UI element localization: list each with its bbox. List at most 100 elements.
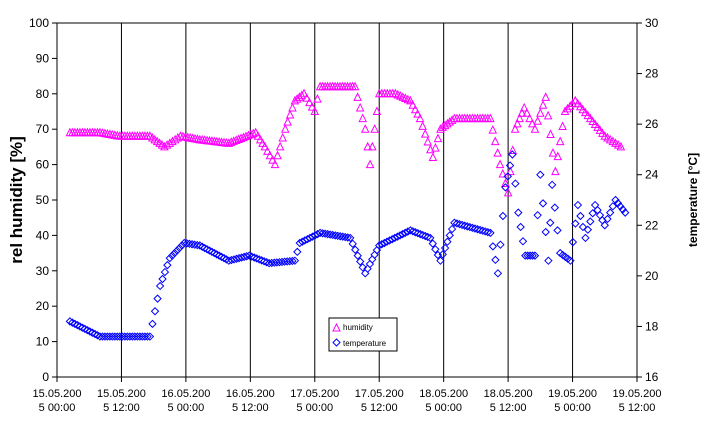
temperature-marker xyxy=(353,251,362,260)
humidity-marker xyxy=(553,151,563,161)
temperature-marker xyxy=(496,240,505,249)
humidity-marker xyxy=(428,152,438,162)
temperature-marker xyxy=(468,223,477,233)
humidity-marker xyxy=(285,109,295,119)
humidity-marker xyxy=(302,93,312,102)
temperature-marker xyxy=(247,252,256,261)
y-tick-label: 50 xyxy=(36,193,50,207)
legend-temperature-marker-icon xyxy=(332,338,341,347)
humidity-marker xyxy=(173,132,183,142)
temperature-marker xyxy=(463,222,472,231)
humidity-marker xyxy=(426,144,435,154)
temperature-marker xyxy=(330,231,340,240)
temperature-marker xyxy=(544,256,553,265)
temperature-marker xyxy=(518,237,528,246)
temperature-marker xyxy=(85,327,95,336)
y2-axis-title: temperature [°C] xyxy=(686,153,700,247)
x-tick-label: 5 12:00 xyxy=(232,402,269,414)
temperature-marker xyxy=(408,227,418,236)
temperature-marker xyxy=(358,263,367,272)
temperature-marker xyxy=(163,260,172,270)
temperature-marker xyxy=(576,211,585,221)
temperature-marker xyxy=(398,229,407,239)
x-tick-label: 17.05.200 xyxy=(355,388,404,400)
humidity-marker xyxy=(522,108,532,117)
humidity-marker xyxy=(270,159,280,169)
temperature-marker xyxy=(516,222,525,232)
temperature-marker xyxy=(182,239,192,248)
temperature-marker xyxy=(68,318,77,327)
temperature-marker xyxy=(210,248,219,258)
temperature-marker xyxy=(185,239,194,249)
temperature-marker xyxy=(488,242,498,251)
legend-humidity-marker-icon xyxy=(332,322,341,332)
humidity-marker xyxy=(517,108,527,117)
temperature-marker xyxy=(571,219,580,228)
temperature-marker xyxy=(153,294,162,303)
temperature-marker xyxy=(187,240,197,249)
humidity-marker xyxy=(275,141,285,151)
y-tick-label: 10 xyxy=(36,335,50,349)
x-tick-label: 5 12:00 xyxy=(103,402,140,414)
humidity-marker xyxy=(406,95,415,105)
temperature-marker xyxy=(390,233,400,243)
temperature-marker xyxy=(250,253,259,262)
x-tick-label: 19.05.200 xyxy=(548,388,597,400)
temperature-marker xyxy=(473,225,482,234)
temperature-marker xyxy=(288,256,297,266)
temperature-marker xyxy=(160,267,170,277)
temperature-marker xyxy=(620,208,630,217)
temperature-marker xyxy=(165,253,174,263)
temperature-marker xyxy=(356,257,365,266)
temperature-marker xyxy=(578,222,588,232)
y2-tick-label: 16 xyxy=(645,370,659,384)
humidity-marker xyxy=(283,117,292,126)
temperature-marker xyxy=(423,232,432,242)
temperature-marker xyxy=(616,202,625,211)
temperature-marker xyxy=(252,254,261,263)
temperature-marker xyxy=(333,231,342,241)
x-tick-label: 16.05.200 xyxy=(226,388,275,400)
humidity-marker xyxy=(268,155,277,164)
humidity-marker xyxy=(263,146,272,155)
temperature-marker xyxy=(222,255,231,264)
legend-temperature: temperature xyxy=(343,339,387,348)
humidity-marker xyxy=(490,136,500,146)
x-tick-label: 5 12:00 xyxy=(619,402,656,414)
humidity-marker xyxy=(495,159,505,169)
x-tick-label: 17.05.200 xyxy=(290,388,339,400)
y-tick-label: 30 xyxy=(36,264,50,278)
temperature-marker xyxy=(447,224,457,234)
humidity-marker xyxy=(297,90,307,100)
temperature-marker xyxy=(600,221,609,230)
temperature-marker xyxy=(382,237,392,246)
humidity-marker xyxy=(555,136,565,146)
temperature-marker xyxy=(465,222,475,232)
temperature-marker xyxy=(605,208,615,217)
legend-humidity: humidity xyxy=(343,323,373,332)
temperature-marker xyxy=(207,247,217,257)
humidity-marker xyxy=(431,142,440,152)
humidity-marker xyxy=(541,92,551,101)
humidity-marker xyxy=(548,147,558,157)
temperature-marker xyxy=(452,219,462,228)
humidity-marker xyxy=(288,102,297,112)
humidity-marker xyxy=(358,113,368,123)
temperature-marker xyxy=(514,208,523,217)
temperature-marker xyxy=(443,237,452,246)
temperature-marker xyxy=(573,200,583,210)
temperature-marker xyxy=(315,228,325,238)
temperature-marker xyxy=(175,243,184,253)
temperature-marker xyxy=(553,226,562,235)
temperature-marker xyxy=(536,170,545,179)
temperature-marker xyxy=(613,198,623,208)
temperature-marker xyxy=(90,329,100,339)
humidity-marker xyxy=(546,129,555,139)
temperature-marker xyxy=(431,245,440,254)
humidity-marker xyxy=(498,168,508,178)
x-tick-label: 15.05.200 xyxy=(97,388,146,400)
temperature-marker xyxy=(290,256,300,265)
humidity-marker xyxy=(365,159,375,169)
temperature-marker xyxy=(75,322,85,331)
